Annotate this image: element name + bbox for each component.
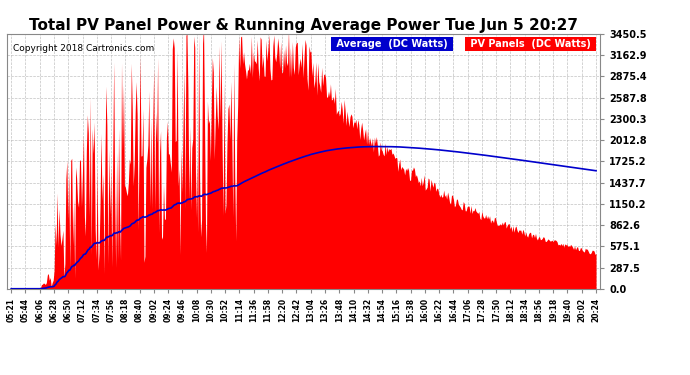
Text: PV Panels  (DC Watts): PV Panels (DC Watts) (466, 39, 594, 49)
Text: Copyright 2018 Cartronics.com: Copyright 2018 Cartronics.com (13, 44, 154, 53)
Text: Average  (DC Watts): Average (DC Watts) (333, 39, 451, 49)
Title: Total PV Panel Power & Running Average Power Tue Jun 5 20:27: Total PV Panel Power & Running Average P… (29, 18, 578, 33)
